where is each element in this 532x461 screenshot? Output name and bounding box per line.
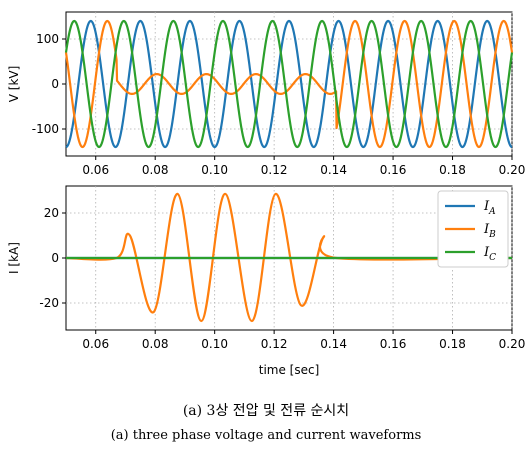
- x-tick-label: 0.18: [439, 337, 466, 351]
- legend-label-main: I: [483, 222, 490, 237]
- x-tick-label: 0.14: [320, 163, 347, 177]
- series-line-ib: [65, 192, 513, 323]
- caption-english: (a) three phase voltage and current wave…: [110, 428, 422, 443]
- y-tick-label: 0: [51, 77, 59, 91]
- voltage-plot: 0.06 0.08 0.10 0.12 0.14 0.16 0.18 0.20 100 0 -10…: [7, 11, 525, 177]
- x-tick-label: 0.12: [261, 337, 288, 351]
- current-x-ticks: 0.06 0.08 0.10 0.12 0.14 0.16 0.18 0.20: [82, 330, 525, 351]
- x-tick-label: 0.06: [82, 337, 109, 351]
- legend-label-main: I: [483, 199, 490, 214]
- x-tick-label: 0.06: [82, 163, 109, 177]
- series-line-c: [64, 19, 514, 149]
- y-tick-label: -20: [39, 296, 59, 310]
- voltage-series-lines: [64, 19, 514, 149]
- x-tick-label: 0.18: [439, 163, 466, 177]
- y-tick-label: 20: [44, 206, 59, 220]
- caption-korean: (a) 3상 전압 및 전류 순시치: [182, 403, 350, 419]
- x-tick-label: 0.10: [201, 163, 228, 177]
- x-tick-label: 0.20: [499, 337, 526, 351]
- legend-label-main: I: [483, 245, 490, 260]
- current-y-axis-label: I [kA]: [7, 242, 21, 274]
- series-line-b: [64, 19, 514, 149]
- voltage-grid: [66, 12, 513, 156]
- y-tick-label: -100: [32, 122, 59, 136]
- x-tick-label: 0.14: [320, 337, 347, 351]
- y-tick-label: 0: [51, 251, 59, 265]
- legend-label-subscript: C: [489, 253, 496, 263]
- x-tick-label: 0.16: [380, 163, 407, 177]
- voltage-plot-frame: [65, 11, 513, 157]
- x-tick-label: 0.12: [261, 163, 288, 177]
- x-tick-label: 0.16: [380, 337, 407, 351]
- legend-label-subscript: A: [488, 207, 496, 217]
- x-tick-label: 0.08: [142, 163, 169, 177]
- current-x-axis-label: time [sec]: [259, 363, 320, 377]
- legend-label-ic: IC: [483, 245, 496, 263]
- voltage-y-axis-label: V [kV]: [7, 66, 21, 103]
- legend-label-subscript: B: [488, 230, 496, 240]
- series-line-a: [65, 19, 513, 149]
- current-plot: 0.06 0.08 0.10 0.12 0.14 0.16 0.18 0.20 200-20 …: [7, 185, 525, 377]
- voltage-y-ticks: 100 0 -100: [32, 32, 66, 136]
- x-tick-label: 0.10: [201, 337, 228, 351]
- x-tick-label: 0.20: [499, 163, 526, 177]
- x-tick-label: 0.08: [142, 337, 169, 351]
- current-y-ticks: 20 0 -20: [39, 206, 66, 310]
- y-tick-label: 100: [36, 32, 59, 46]
- figure: 0.06 0.08 0.10 0.12 0.14 0.16 0.18 0.20 100 0 -10…: [7, 11, 525, 377]
- legend-label-ia: IA: [483, 199, 496, 217]
- legend-label-ib: IB: [483, 222, 496, 240]
- voltage-x-ticks: 0.06 0.08 0.10 0.12 0.14 0.16 0.18 0.20: [82, 156, 525, 177]
